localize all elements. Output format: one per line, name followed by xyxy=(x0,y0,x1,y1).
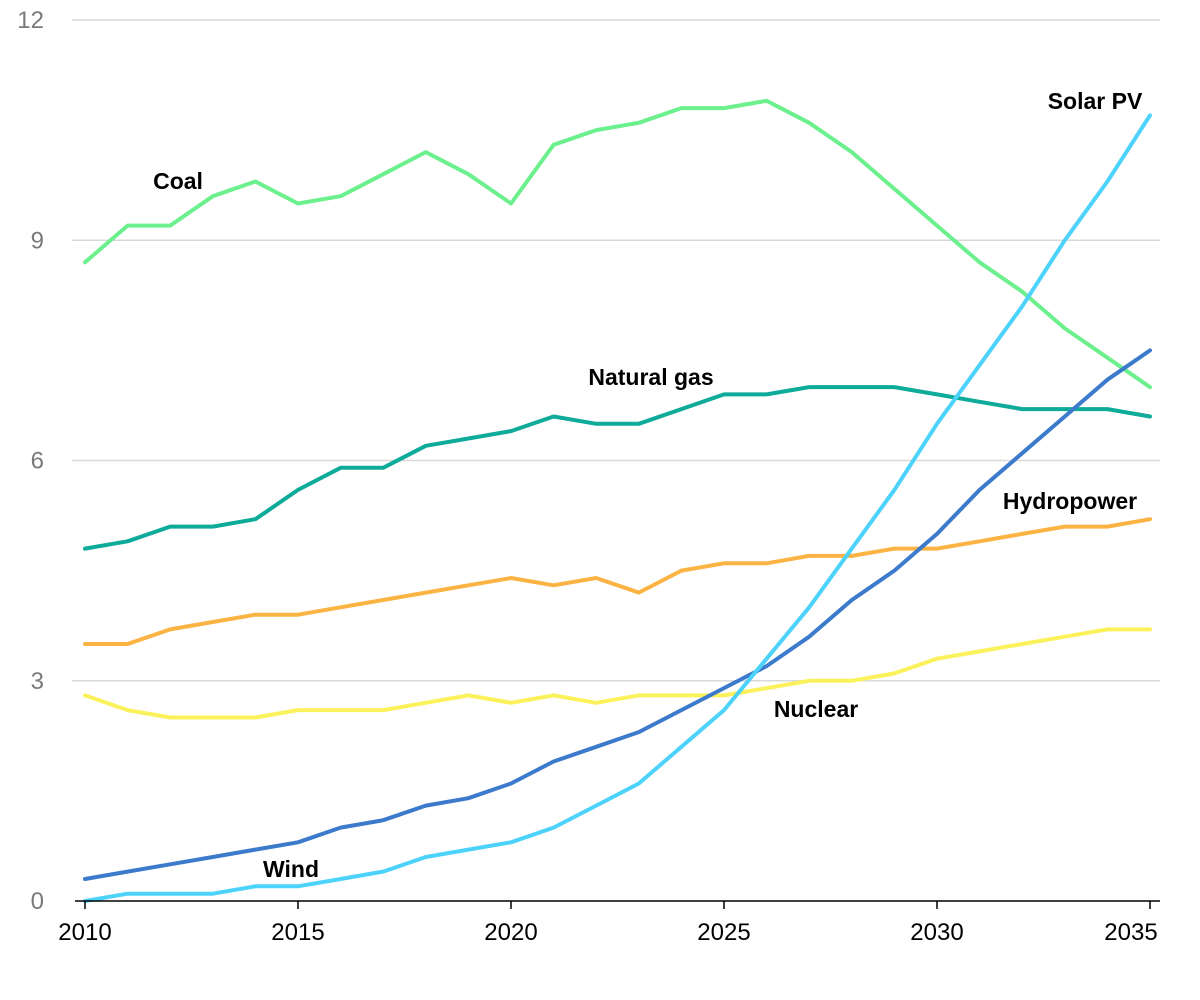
x-tick-label: 2015 xyxy=(271,919,324,946)
y-tick-label: 3 xyxy=(31,668,44,695)
x-tick-label: 2010 xyxy=(58,919,111,946)
coal-label: Coal xyxy=(153,168,203,194)
y-tick-label: 12 xyxy=(17,7,44,34)
wind-label: Wind xyxy=(263,856,319,882)
solar-pv-label: Solar PV xyxy=(1048,88,1143,114)
coal-line xyxy=(83,98,1152,390)
series-lines xyxy=(83,98,1152,903)
y-tick-label: 0 xyxy=(31,888,44,915)
nuclear-line xyxy=(83,627,1152,720)
hydropower-label: Hydropower xyxy=(1003,488,1137,514)
x-tick-label: 2020 xyxy=(484,919,537,946)
x-axis-ticks: 2010 2015 2020 2025 2030 2035 xyxy=(58,901,1158,946)
x-tick-label: 2025 xyxy=(697,919,750,946)
natural-gas-line xyxy=(83,385,1152,551)
x-tick-label: 2035 xyxy=(1104,919,1157,946)
x-tick-label: 2030 xyxy=(910,919,963,946)
nuclear-label: Nuclear xyxy=(774,696,858,722)
hydropower-line xyxy=(83,517,1152,646)
series-labels: Coal Natural gas Hydropower Nuclear Wind Sola… xyxy=(153,88,1143,882)
solar-pv-line xyxy=(83,113,1152,903)
gridlines xyxy=(72,19,1160,682)
y-axis-ticks: 0 3 6 9 12 xyxy=(17,7,44,915)
y-tick-label: 6 xyxy=(31,448,44,475)
wind-line xyxy=(83,348,1152,881)
natural-gas-label: Natural gas xyxy=(588,364,713,390)
y-tick-label: 9 xyxy=(31,227,44,254)
